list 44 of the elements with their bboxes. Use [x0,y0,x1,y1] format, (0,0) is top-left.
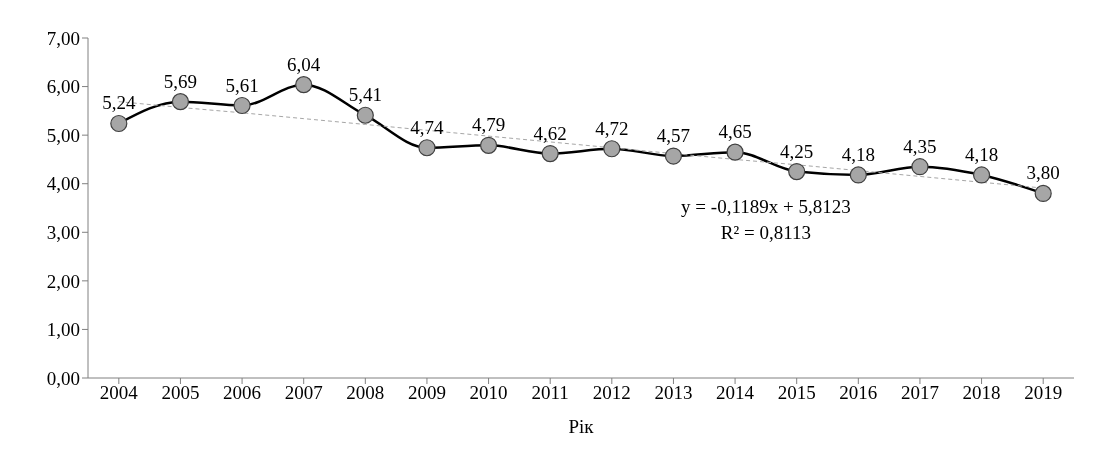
x-tick-label: 2016 [839,382,878,404]
x-tick-label: 2011 [531,382,569,404]
x-tick-label: 2010 [469,382,508,404]
data-label: 4,72 [595,117,629,139]
x-tick-label: 2006 [223,382,262,404]
data-label: 4,25 [780,140,814,162]
point [603,140,621,158]
data-label: 3,80 [1026,162,1060,184]
x-tick-label: 2009 [407,382,446,404]
x-tick-label: 2014 [716,382,755,404]
x-tick-label: 2008 [346,382,385,404]
y-tick-label: 5,00 [46,124,80,146]
data-label: 5,61 [225,74,259,96]
annotation: R² = 0,8113 [719,221,812,244]
data-label: 4,62 [533,122,567,144]
data-label: 4,35 [903,135,937,157]
x-tick-label: 2012 [592,382,631,404]
x-axis-title: Рік [568,416,595,438]
x-tick-label: 2018 [962,382,1001,404]
x-tick-label: 2005 [161,382,200,404]
x-tick-label: 2007 [284,382,323,404]
data-label: 6,04 [287,53,321,75]
x-tick-label: 2017 [900,382,939,404]
y-tick-label: 1,00 [46,319,80,341]
data-label: 5,24 [102,92,136,114]
data-label: 4,79 [471,114,506,136]
y-tick-label: 4,00 [46,173,80,195]
y-tick-label: 2,00 [46,270,80,292]
data-label: 5,41 [348,84,382,106]
x-tick-label: 2015 [777,382,816,404]
data-label: 4,74 [410,116,445,138]
data-label: 4,65 [718,121,752,143]
x-tick-label: 2013 [654,382,693,404]
y-tick-label: 7,00 [46,27,80,49]
data-label: 5,69 [163,70,198,92]
annotation: y = -0,1189x + 5,8123 [680,195,852,218]
y-tick-label: 3,00 [46,222,80,244]
data-label: 4,18 [841,143,875,165]
data-label: 4,57 [656,125,691,147]
y-tick-label: 6,00 [46,76,80,98]
x-tick-label: 2004 [99,382,139,404]
data-label: 4,18 [964,143,999,165]
x-tick-label: 2019 [1024,382,1063,404]
y-tick-label: 0,00 [46,367,80,389]
